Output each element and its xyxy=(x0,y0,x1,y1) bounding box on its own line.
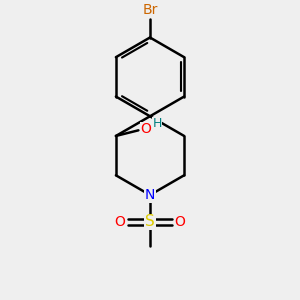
Text: S: S xyxy=(145,214,155,230)
Text: H: H xyxy=(153,117,162,130)
Text: O: O xyxy=(141,122,152,136)
Text: O: O xyxy=(175,215,185,229)
Text: N: N xyxy=(145,188,155,202)
Text: Br: Br xyxy=(142,4,158,17)
Text: O: O xyxy=(115,215,125,229)
